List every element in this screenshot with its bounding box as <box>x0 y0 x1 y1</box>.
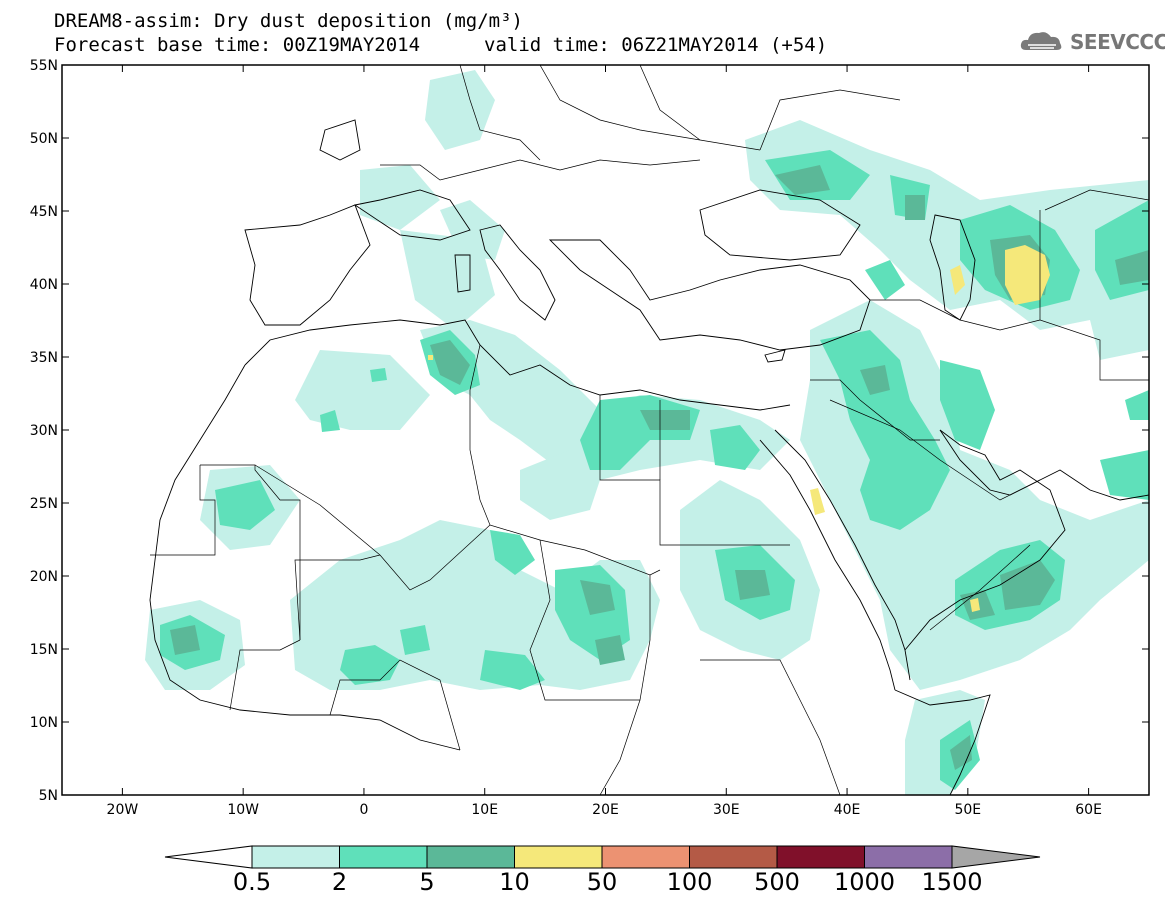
colorbar-swatch <box>426 845 515 869</box>
country-borders <box>150 65 1149 795</box>
colorbar-label: 100 <box>666 868 713 896</box>
colorbar-label: 1500 <box>921 868 983 896</box>
lon-tick-label: 0 <box>359 802 368 818</box>
lon-tick-label: 20W <box>107 802 139 818</box>
colorbar-label: 50 <box>586 868 618 896</box>
colorbar <box>164 845 1041 869</box>
logo-text: SEEVCCC <box>1070 30 1165 54</box>
longitude-axis: 20W 10W 0 10E 20E 30E 40E 50E 60E <box>107 65 1102 818</box>
lon-tick-label: 10W <box>227 802 259 818</box>
colorbar-swatch <box>864 845 953 869</box>
lon-tick-label: 40E <box>834 802 861 818</box>
colorbar-over-arrow <box>951 845 1041 869</box>
dust-deposition-field <box>145 70 1149 795</box>
colorbar-under-arrow <box>164 845 253 869</box>
lon-tick-label: 60E <box>1075 802 1102 818</box>
lat-tick-label: 15N <box>30 642 58 658</box>
colorbar-label: 0.5 <box>232 868 272 896</box>
lon-tick-label: 10E <box>471 802 498 818</box>
colorbar-label: 500 <box>754 868 800 896</box>
lat-tick-label: 25N <box>30 496 58 512</box>
colorbar-swatch <box>689 845 778 869</box>
lat-tick-label: 30N <box>30 423 58 439</box>
lat-tick-label: 40N <box>30 277 58 293</box>
colorbar-swatch <box>339 845 428 869</box>
lat-tick-label: 45N <box>30 204 58 220</box>
lat-tick-label: 20N <box>30 569 58 585</box>
base-time-label: Forecast base time: 00Z19MAY2014 <box>54 34 421 56</box>
colorbar-swatch <box>514 845 603 869</box>
valid-time-label: valid time: 06Z21MAY2014 (+54) <box>484 34 828 56</box>
colorbar-label: 1000 <box>833 868 896 896</box>
lat-tick-label: 50N <box>30 131 58 147</box>
colorbar-swatch <box>251 845 340 869</box>
colorbar-swatch <box>776 845 865 869</box>
lon-tick-label: 30E <box>713 802 740 818</box>
cloud-icon <box>1020 32 1062 50</box>
map-title: DREAM8-assim: Dry dust deposition (mg/m³… <box>54 10 523 32</box>
lat-tick-label: 35N <box>30 350 58 366</box>
lon-tick-label: 50E <box>954 802 981 818</box>
colorbar-label: 10 <box>499 868 530 896</box>
colorbar-label: 5 <box>419 868 435 896</box>
lat-tick-label: 10N <box>30 715 58 731</box>
latitude-axis: 55N 50N 45N 40N 35N 30N 25N 20N 15N 10N 5N <box>30 58 1149 804</box>
colorbar-swatch <box>601 845 690 869</box>
lat-tick-label: 55N <box>30 58 58 74</box>
lat-tick-label: 5N <box>39 788 58 804</box>
lon-tick-label: 20E <box>592 802 619 818</box>
colorbar-label: 2 <box>331 868 348 896</box>
